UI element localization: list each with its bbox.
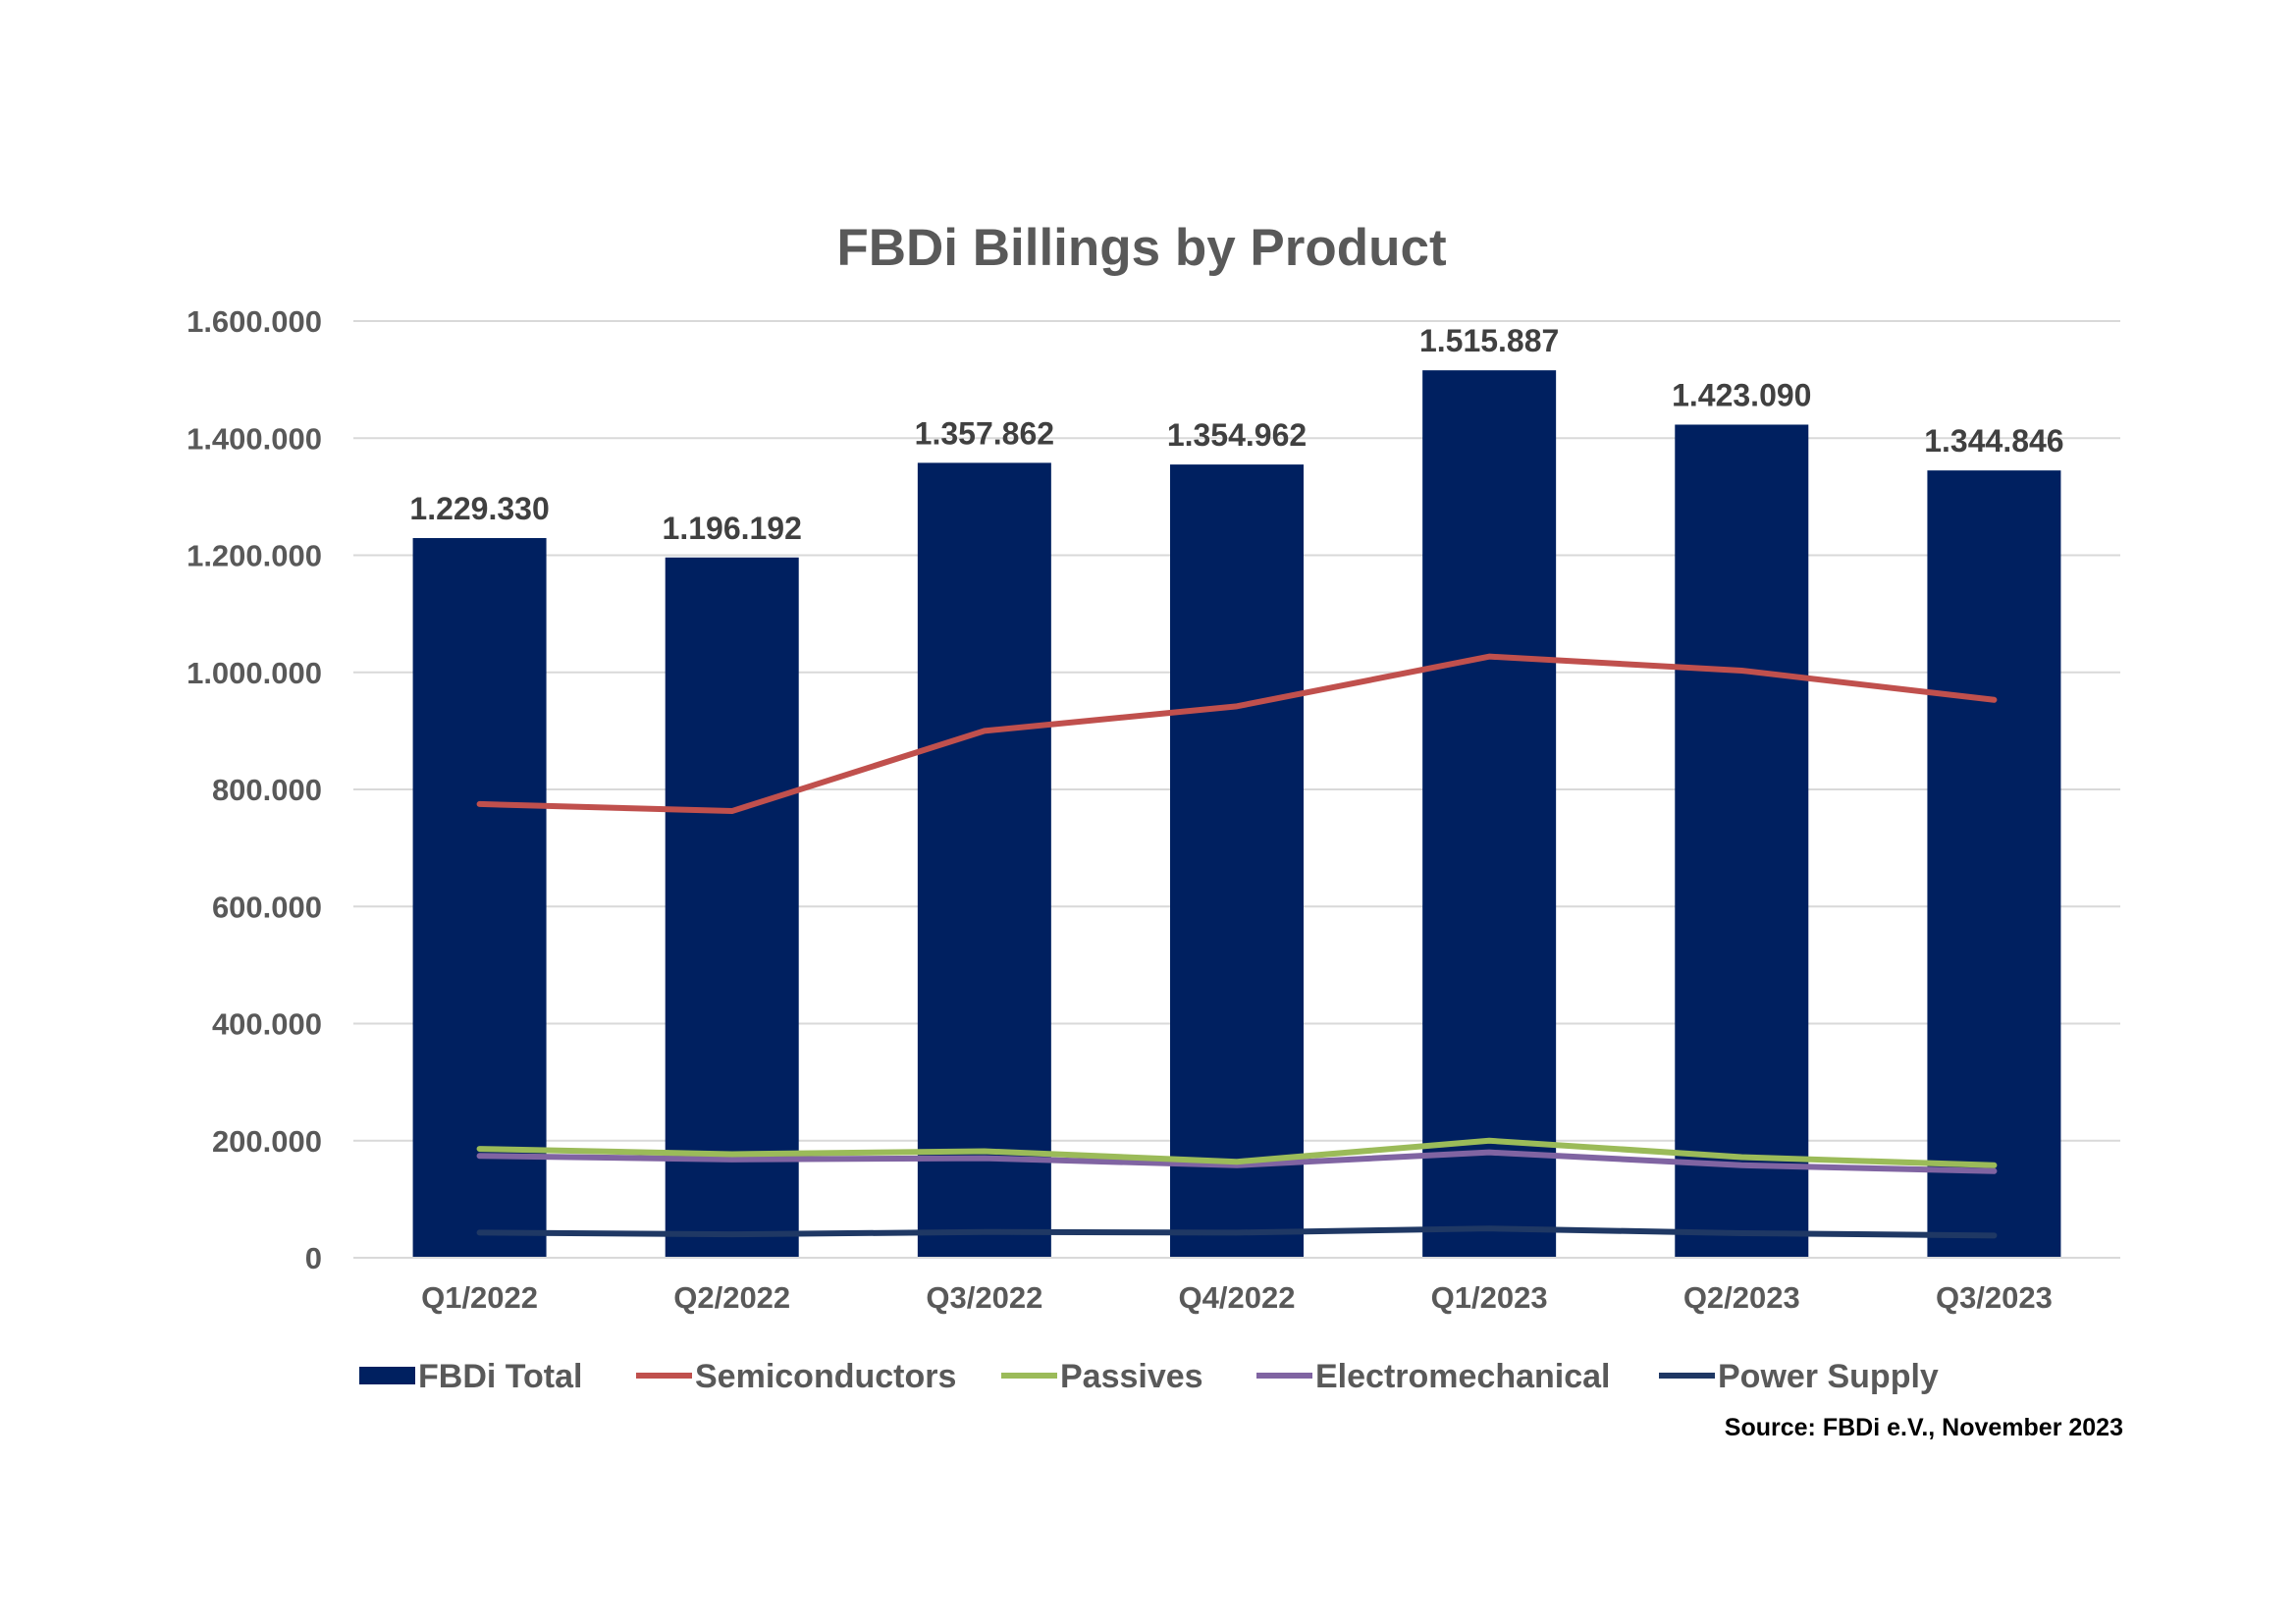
- bar-data-label: 1.515.887: [1419, 323, 1559, 358]
- line-passives: [476, 1137, 1998, 1168]
- bar-data-label: 1.423.090: [1672, 377, 1811, 412]
- bars-fbdi-total: [412, 370, 2061, 1259]
- bar-data-label: 1.344.846: [1924, 423, 2063, 459]
- chart-title: FBDi Billings by Product: [836, 219, 1446, 277]
- y-tick-label: 1.600.000: [187, 304, 322, 339]
- bar-Q1-2022: [412, 538, 547, 1258]
- x-tick-label: Q4/2022: [1179, 1280, 1296, 1315]
- bar-data-label: 1.229.330: [409, 491, 549, 526]
- bar-Q1-2023: [1422, 370, 1557, 1259]
- y-tick-label: 600.000: [212, 890, 322, 924]
- line-power-supply: [476, 1225, 1998, 1239]
- x-tick-label: Q2/2022: [673, 1280, 790, 1315]
- legend-label: Semiconductors: [695, 1358, 956, 1395]
- y-tick-label: 400.000: [212, 1007, 322, 1042]
- bar-Q2-2022: [665, 557, 799, 1258]
- line-semiconductors: [476, 653, 1998, 815]
- x-tick-label: Q1/2023: [1431, 1280, 1548, 1315]
- x-tick-label: Q1/2022: [421, 1280, 538, 1315]
- legend-swatch: [359, 1367, 415, 1384]
- x-tick-label: Q2/2023: [1683, 1280, 1800, 1315]
- bar-data-label: 1.357.862: [915, 415, 1054, 451]
- bar-Q2-2023: [1675, 424, 1809, 1259]
- legend-label: Passives: [1060, 1358, 1203, 1395]
- x-tick-label: Q3/2022: [926, 1280, 1042, 1315]
- line-electromechanical: [476, 1149, 1998, 1174]
- y-axis-tick-labels: 0 200.000 400.000 600.000 800.000 1.000.000 1.…: [187, 304, 322, 1275]
- bar-data-label: 1.196.192: [663, 511, 802, 546]
- line-series: [476, 653, 1998, 1239]
- source-note: Source: FBDi e.V., November 2023: [1725, 1414, 2123, 1441]
- bar-Q3-2023: [1927, 470, 2061, 1258]
- bar-data-labels: 1.229.330 1.196.192 1.357.862 1.354.962 1.51…: [409, 323, 2063, 546]
- x-tick-label: Q3/2023: [1936, 1280, 2053, 1315]
- y-tick-label: 200.000: [212, 1124, 322, 1159]
- y-tick-label: 0: [305, 1241, 322, 1275]
- x-axis-tick-labels: Q1/2022 Q2/2022 Q3/2022 Q4/2022 Q1/2023 Q2/20…: [421, 1280, 2053, 1315]
- y-tick-label: 1.000.000: [187, 656, 322, 690]
- legend: FBDi Total Semiconductors Passives Electrom…: [359, 1358, 1939, 1395]
- y-tick-label: 1.200.000: [187, 539, 322, 573]
- y-tick-label: 800.000: [212, 773, 322, 807]
- legend-label: Electromechanical: [1315, 1358, 1610, 1395]
- bar-Q4-2022: [1170, 464, 1304, 1259]
- bar-Q3-2022: [917, 462, 1051, 1259]
- legend-label: Power Supply: [1718, 1358, 1939, 1395]
- y-tick-label: 1.400.000: [187, 421, 322, 456]
- bar-data-label: 1.354.962: [1167, 417, 1307, 453]
- legend-label: FBDi Total: [418, 1358, 582, 1395]
